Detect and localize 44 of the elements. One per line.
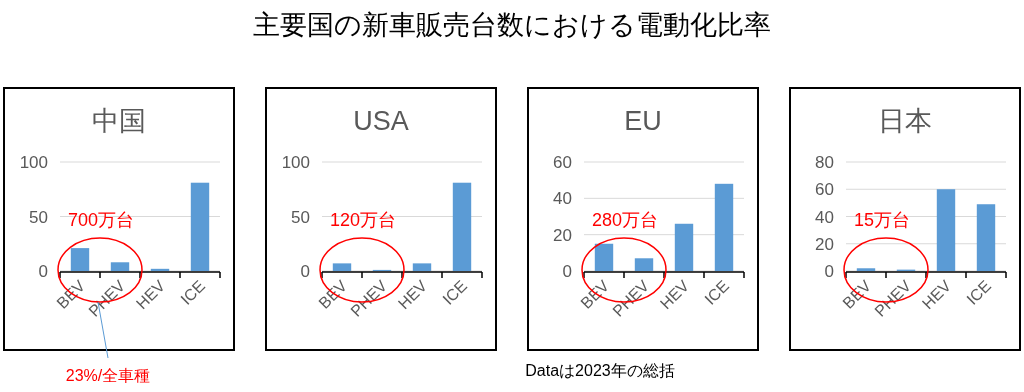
text: Dataは2023年の総括: [525, 362, 675, 379]
bar: [856, 268, 876, 271]
y-tick-label: 0: [824, 262, 834, 281]
bar: [110, 262, 130, 271]
bar: [70, 248, 90, 271]
bar: [594, 243, 614, 271]
bar: [412, 263, 432, 271]
annotation: 700万台: [68, 210, 135, 230]
bar: [714, 183, 734, 271]
y-tick-label: 60: [815, 180, 834, 200]
annotation: 15万台: [854, 210, 911, 230]
y-tick-label: 40: [553, 189, 572, 209]
y-tick-label: 0: [38, 262, 48, 281]
y-tick-label: 50: [29, 207, 48, 227]
y-tick-label: 100: [281, 153, 310, 172]
bar: [150, 268, 170, 271]
chart-title: 日本: [878, 106, 932, 136]
chart-title: 中国: [92, 106, 146, 136]
y-tick-label: 50: [291, 207, 310, 227]
y-tick-label: 20: [553, 225, 572, 245]
y-tick-label: 40: [815, 207, 834, 227]
y-tick-label: 0: [562, 262, 572, 281]
bar: [190, 182, 210, 271]
bar: [936, 189, 956, 271]
annotation: 120万台: [330, 210, 397, 230]
bar: [452, 182, 472, 271]
text: 23%/全車種: [65, 367, 151, 384]
bar: [634, 258, 654, 271]
y-tick-label: 80: [815, 153, 834, 172]
chart-title: USA: [353, 106, 409, 136]
chart-title: EU: [624, 106, 662, 136]
x-tick-label: ICE: [701, 277, 733, 308]
text: 主要国の新車販売台数における電動化比率: [253, 10, 771, 40]
annotation: 280万台: [592, 210, 659, 230]
y-tick-label: 20: [815, 234, 834, 254]
x-tick-label: ICE: [439, 277, 471, 308]
y-tick-label: 0: [300, 262, 310, 281]
bar: [332, 263, 352, 271]
x-tick-label: ICE: [177, 277, 209, 308]
x-tick-label: ICE: [963, 277, 995, 308]
y-tick-label: 60: [553, 153, 572, 172]
y-tick-label: 100: [19, 153, 48, 172]
bar: [976, 204, 996, 271]
bar: [674, 223, 694, 271]
